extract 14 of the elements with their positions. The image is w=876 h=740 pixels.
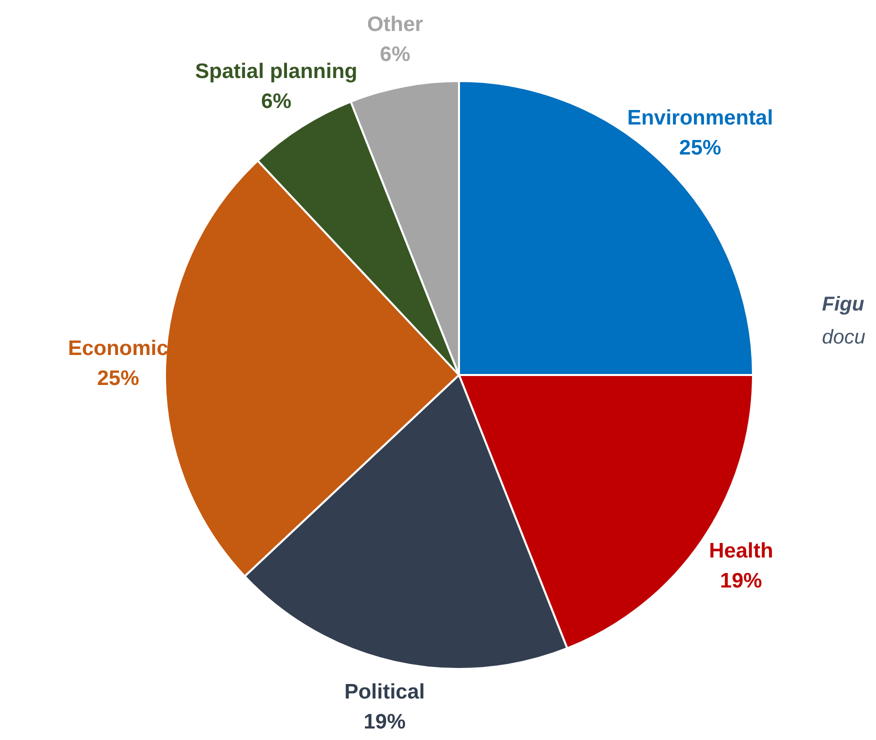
data-label: 6% — [380, 42, 411, 66]
slice-label: Other — [367, 12, 424, 36]
text: docu — [822, 326, 866, 349]
slice-label: Economic — [68, 337, 169, 360]
data-label: 25% — [97, 367, 140, 390]
slice-label: Political — [344, 680, 425, 704]
slice-label: Environmental — [627, 106, 774, 130]
data-label: 6% — [261, 90, 292, 113]
data-label: 25% — [679, 136, 722, 160]
slice-label: Spatial planning — [195, 60, 358, 83]
data-label: 19% — [364, 710, 406, 734]
slice-label: Health — [708, 539, 774, 562]
data-label: 19% — [720, 569, 762, 592]
text: Figu — [822, 294, 864, 316]
